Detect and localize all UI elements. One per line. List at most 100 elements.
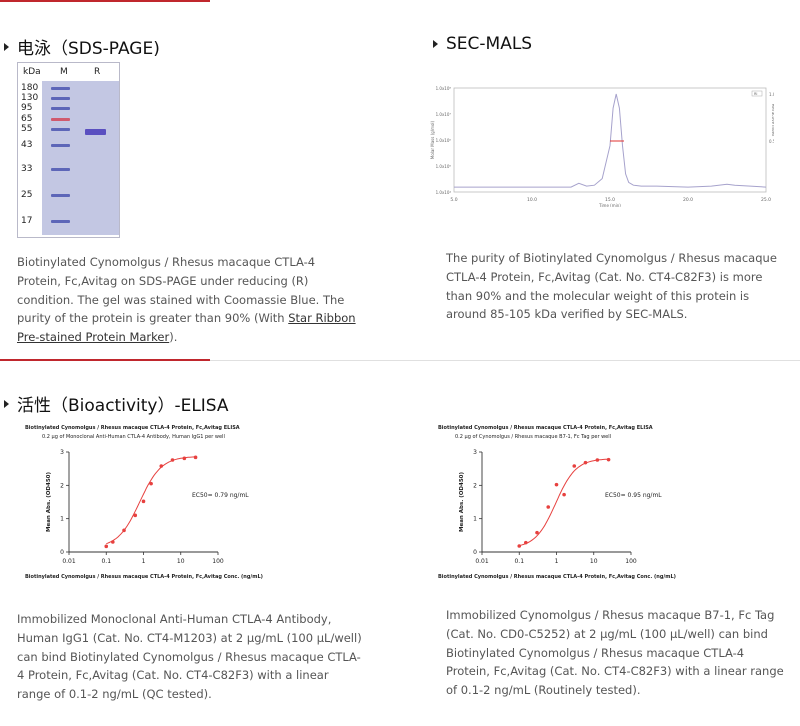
- x-tick-label: 100: [625, 558, 637, 565]
- ladder-band: [51, 168, 70, 171]
- marker-label: 95: [21, 103, 33, 113]
- marker-label: 17: [21, 216, 33, 226]
- data-point: [104, 544, 109, 549]
- x-axis-label: Time (min): [598, 203, 621, 207]
- ladder-band: [51, 87, 70, 90]
- x-tick-label: 5.0: [450, 197, 457, 203]
- y2-axis-label: Refractive Index: [771, 104, 774, 137]
- y-tick-label: 1.0x10⁴: [436, 190, 452, 195]
- elisa-section-title: 活性（Bioactivity）-ELISA: [4, 391, 229, 416]
- y2-tick-label: 0.5: [769, 139, 774, 144]
- sec-mals-description: The purity of Biotinylated Cynomolgus / …: [446, 251, 777, 322]
- sds-page-gel-image: kDa M R 180 130 95 65 55 43 33 25 17: [17, 62, 120, 238]
- x-tick-label: 100: [212, 558, 224, 565]
- data-point: [111, 540, 115, 544]
- y2-tick-label: 1.0: [769, 92, 774, 97]
- y-tick-label: 1.0x10⁵: [436, 164, 452, 169]
- sds-description: Biotinylated Cynomolgus / Rhesus macaque…: [17, 255, 356, 345]
- gel-kda-label: kDa: [23, 67, 41, 77]
- elisa-b7-1-description: Immobilized Cynomolgus / Rhesus macaque …: [446, 608, 784, 698]
- elisa-chart-b7-1: Biotinylated Cynomolgus / Rhesus macaque…: [438, 425, 676, 580]
- x-tick-label: 0.1: [514, 558, 524, 565]
- marker-label: 33: [21, 164, 33, 174]
- data-point: [572, 464, 577, 468]
- y-tick-label: 3: [473, 449, 477, 456]
- chart-title: Biotinylated Cynomolgus / Rhesus macaque…: [438, 425, 653, 431]
- data-point: [182, 456, 187, 461]
- x-tick-label: 10: [590, 558, 598, 565]
- legend-box: [751, 90, 763, 97]
- ec50-annotation: EC50= 0.95 ng/mL: [605, 492, 662, 499]
- x-tick-label: 25.0: [761, 197, 771, 203]
- y-tick-label: 1: [473, 516, 477, 523]
- chart-subtitle: 0.2 μg of Monoclonal Anti-Human CTLA-4 A…: [42, 434, 225, 440]
- x-tick-label: 1: [555, 558, 559, 565]
- x-tick-label: 0.01: [62, 558, 76, 565]
- marker-label: 25: [21, 190, 33, 200]
- ladder-band: [51, 194, 70, 197]
- sample-band: [85, 129, 106, 135]
- ladder-band: [51, 118, 70, 121]
- bullet-triangle-icon: [4, 399, 9, 408]
- elisa-antibody-description: Immobilized Monoclonal Anti-Human CTLA-4…: [17, 612, 362, 702]
- ladder-band: [51, 144, 70, 147]
- bullet-triangle-icon: [4, 42, 9, 51]
- data-point: [524, 540, 528, 545]
- data-point: [122, 528, 126, 533]
- fit-curve-line: [519, 458, 609, 547]
- chart-subtitle: 0.2 μg of Cynomolgus / Rhesus macaque B7…: [455, 434, 611, 440]
- star-ribbon-marker-link[interactable]: Star Ribbon Pre-stained Protein Marker: [17, 311, 356, 345]
- gel-m-label: M: [60, 67, 68, 77]
- ec50-annotation: EC50= 0.79 ng/mL: [192, 492, 249, 499]
- x-tick-label: 1: [142, 558, 146, 565]
- y-tick-label: 0: [60, 549, 64, 556]
- sec-mals-chart: 5.0 10.0 15.0 20.0 25.0 1.0x10⁴ 1.0x10⁵ 1.0x10⁶…: [430, 86, 774, 207]
- legend-label: RI: [754, 92, 757, 96]
- data-point: [141, 499, 146, 504]
- data-point: [583, 460, 588, 465]
- y-tick-label: 1.0x10⁷: [436, 112, 452, 117]
- fit-curve-line: [106, 456, 196, 545]
- data-point: [546, 505, 551, 509]
- y-tick-label: 3: [60, 449, 64, 456]
- y-tick-label: 2: [60, 482, 64, 489]
- y-axis-label: Mean Abs. (OD450): [46, 472, 52, 532]
- y-axis-label: Mean Abs. (OD450): [459, 472, 465, 532]
- gel-background: [42, 81, 119, 235]
- data-point: [133, 513, 138, 518]
- chart-title: Biotinylated Cynomolgus / Rhesus macaque…: [25, 425, 240, 431]
- y-axis-label: Molar Mass (g/mol): [430, 120, 435, 159]
- section-divider: [0, 359, 800, 361]
- bullet-triangle-icon: [433, 40, 438, 48]
- y-tick-label: 1.0x10⁸: [436, 86, 452, 91]
- ladder-band: [51, 97, 70, 100]
- marker-label: 55: [21, 124, 33, 134]
- y-tick-label: 1.0x10⁶: [436, 138, 452, 143]
- data-point: [193, 455, 198, 460]
- ladder-band: [51, 107, 70, 110]
- data-point: [159, 464, 164, 468]
- marker-label: 130: [21, 93, 39, 103]
- marker-label: 65: [21, 114, 33, 124]
- marker-label: 180: [21, 83, 39, 93]
- y-tick-label: 0: [473, 549, 477, 556]
- data-point: [554, 482, 559, 487]
- marker-label: 43: [21, 140, 33, 150]
- x-tick-label: 20.0: [683, 197, 693, 203]
- gel-r-label: R: [94, 67, 101, 77]
- ladder-band: [51, 128, 70, 131]
- sec-mals-section-title: SEC-MALS: [433, 34, 532, 54]
- data-point: [170, 458, 175, 462]
- data-point: [595, 458, 600, 462]
- ladder-band: [51, 220, 70, 223]
- x-tick-label: 0.01: [475, 558, 489, 565]
- top-accent-line: [0, 0, 210, 2]
- ri-trace-line: [454, 93, 767, 188]
- data-point: [517, 544, 522, 548]
- elisa-chart-antibody: Biotinylated Cynomolgus / Rhesus macaque…: [25, 425, 263, 580]
- data-point: [562, 492, 566, 497]
- x-tick-label: 15.0: [605, 197, 615, 203]
- x-axis-label: Biotinylated Cynomolgus / Rhesus macaque…: [438, 574, 676, 580]
- y-tick-label: 1: [60, 516, 64, 523]
- sds-section-title: 电泳（SDS-PAGE): [4, 34, 160, 59]
